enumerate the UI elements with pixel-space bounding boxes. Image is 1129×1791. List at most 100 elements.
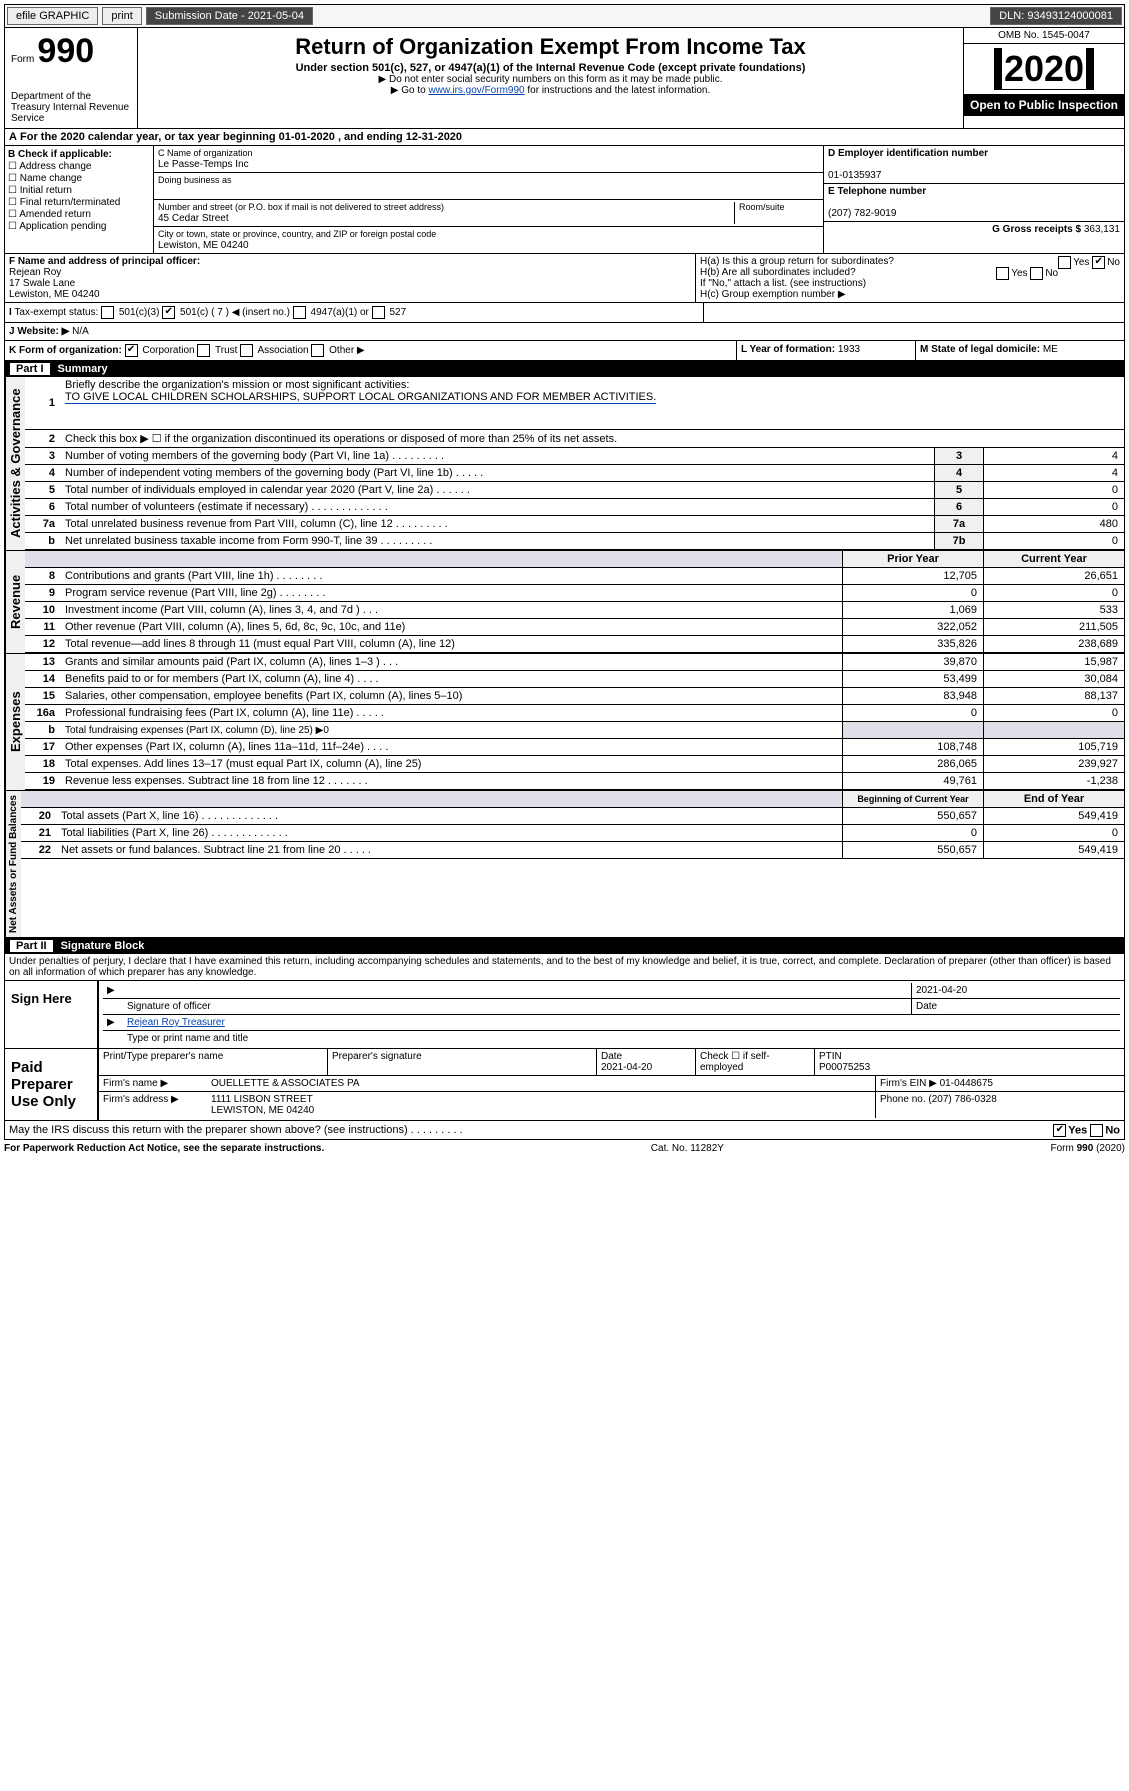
line19-py: 49,761 [843, 773, 984, 790]
officer-addr2: Lewiston, ME 04240 [9, 289, 100, 300]
line15-text: Salaries, other compensation, employee b… [61, 688, 843, 705]
firm-name-label: Firm's name ▶ [99, 1076, 207, 1091]
line19-text: Revenue less expenses. Subtract line 18 … [61, 773, 843, 790]
line14-py: 53,499 [843, 671, 984, 688]
chk-amended[interactable]: ☐ Amended return [8, 209, 150, 220]
firm-phone-label: Phone no. [880, 1094, 926, 1105]
chk-trust[interactable] [197, 344, 210, 357]
phone-label: E Telephone number [828, 186, 926, 197]
paid-preparer-block: Paid Preparer Use Only Print/Type prepar… [4, 1049, 1125, 1121]
chk-name-change[interactable]: ☐ Name change [8, 173, 150, 184]
entity-info: B Check if applicable: ☐ Address change … [4, 146, 1125, 254]
hb-yes[interactable] [996, 267, 1009, 280]
line20-text: Total assets (Part X, line 16) . . . . .… [57, 808, 843, 825]
chk-501c3[interactable] [101, 306, 114, 319]
line11-py: 322,052 [843, 619, 984, 636]
chk-address-change[interactable]: ☐ Address change [8, 161, 150, 172]
section-b-title: B Check if applicable: [8, 149, 112, 160]
year-formation: 1933 [838, 344, 860, 355]
instructions-link[interactable]: www.irs.gov/Form990 [428, 85, 524, 96]
line20-cy: 549,419 [984, 808, 1125, 825]
line21-text: Total liabilities (Part X, line 26) . . … [57, 825, 843, 842]
print-button[interactable]: print [102, 7, 141, 25]
website-label: Website: ▶ [17, 326, 69, 337]
year-formation-label: L Year of formation: [741, 344, 835, 355]
tax-status-row: I Tax-exempt status: 501(c)(3) 501(c) ( … [4, 303, 1125, 323]
line11-text: Other revenue (Part VIII, column (A), li… [61, 619, 843, 636]
firm-addr-label: Firm's address ▶ [99, 1092, 207, 1118]
ha-label: H(a) Is this a group return for subordin… [700, 256, 1120, 267]
line7b-val: 0 [984, 533, 1125, 550]
line5-val: 0 [984, 482, 1125, 499]
line2-text: Check this box ▶ ☐ if the organization d… [61, 430, 1124, 448]
chk-final-return[interactable]: ☐ Final return/terminated [8, 197, 150, 208]
prep-date-label: Date [601, 1051, 622, 1062]
submission-date: Submission Date - 2021-05-04 [146, 7, 313, 25]
ein-label: D Employer identification number [828, 148, 988, 159]
line19-cy: -1,238 [984, 773, 1125, 790]
chk-4947[interactable] [293, 306, 306, 319]
firm-address: 1111 LISBON STREET LEWISTON, ME 04240 [207, 1092, 875, 1118]
section-governance: Activities & Governance [5, 377, 25, 550]
ha-no[interactable] [1092, 256, 1105, 269]
line12-py: 335,826 [843, 636, 984, 653]
tax-period: A For the 2020 calendar year, or tax yea… [4, 129, 1125, 146]
chk-other[interactable] [311, 344, 324, 357]
line12-cy: 238,689 [984, 636, 1125, 653]
line22-text: Net assets or fund balances. Subtract li… [57, 842, 843, 859]
ptin-value: P00075253 [819, 1062, 870, 1073]
line15-cy: 88,137 [984, 688, 1125, 705]
discuss-text: May the IRS discuss this return with the… [9, 1124, 463, 1136]
line10-text: Investment income (Part VIII, column (A)… [61, 602, 843, 619]
line11-cy: 211,505 [984, 619, 1125, 636]
discuss-yes[interactable] [1053, 1124, 1066, 1137]
sign-date-label: Date [911, 999, 1120, 1014]
line14-cy: 30,084 [984, 671, 1125, 688]
firm-name: OUELLETTE & ASSOCIATES PA [207, 1076, 875, 1091]
line4-text: Number of independent voting members of … [61, 465, 935, 482]
line16a-text: Professional fundraising fees (Part IX, … [61, 705, 843, 722]
self-employed-check[interactable]: Check ☐ if self-employed [695, 1049, 814, 1075]
line9-py: 0 [843, 585, 984, 602]
firm-ein-label: Firm's EIN ▶ [880, 1078, 937, 1089]
goto-post: for instructions and the latest informat… [525, 85, 711, 96]
line18-cy: 239,927 [984, 756, 1125, 773]
city-state-zip: Lewiston, ME 04240 [158, 240, 249, 251]
chk-corp[interactable] [125, 344, 138, 357]
cat-number: Cat. No. 11282Y [651, 1143, 724, 1154]
hc-label: H(c) Group exemption number ▶ [700, 289, 1120, 300]
website-value: N/A [72, 326, 89, 337]
line10-py: 1,069 [843, 602, 984, 619]
print-name-label: Type or print name and title [123, 1031, 1120, 1046]
chk-assoc[interactable] [240, 344, 253, 357]
line21-cy: 0 [984, 825, 1125, 842]
section-revenue: Revenue [5, 551, 25, 653]
line17-py: 108,748 [843, 739, 984, 756]
chk-527[interactable] [372, 306, 385, 319]
domicile-label: M State of legal domicile: [920, 344, 1040, 355]
ha-yes[interactable] [1058, 256, 1071, 269]
goto-pre: ▶ Go to [391, 85, 429, 96]
line14-text: Benefits paid to or for members (Part IX… [61, 671, 843, 688]
dln-label: DLN: 93493124000081 [990, 7, 1122, 25]
tax-status-label: Tax-exempt status: [14, 307, 98, 318]
firm-ein: 01-0448675 [940, 1078, 993, 1089]
line15-py: 83,948 [843, 688, 984, 705]
chk-initial-return[interactable]: ☐ Initial return [8, 185, 150, 196]
sign-here-label: Sign Here [5, 981, 99, 1048]
chk-501c[interactable] [162, 306, 175, 319]
ssn-warning: ▶ Do not enter social security numbers o… [142, 74, 959, 85]
line8-py: 12,705 [843, 568, 984, 585]
omb-number: OMB No. 1545-0047 [964, 28, 1124, 44]
officer-name: Rejean Roy [9, 267, 61, 278]
pra-notice: For Paperwork Reduction Act Notice, see … [4, 1143, 324, 1154]
line9-text: Program service revenue (Part VIII, line… [61, 585, 843, 602]
hb-no[interactable] [1030, 267, 1043, 280]
chk-app-pending[interactable]: ☐ Application pending [8, 221, 150, 232]
room-label: Room/suite [739, 202, 785, 212]
ptin-label: PTIN [819, 1051, 842, 1062]
form-org-label: K Form of organization: [9, 345, 122, 356]
end-year-hdr: End of Year [984, 791, 1125, 808]
org-name-label: C Name of organization [158, 148, 253, 158]
discuss-no[interactable] [1090, 1124, 1103, 1137]
